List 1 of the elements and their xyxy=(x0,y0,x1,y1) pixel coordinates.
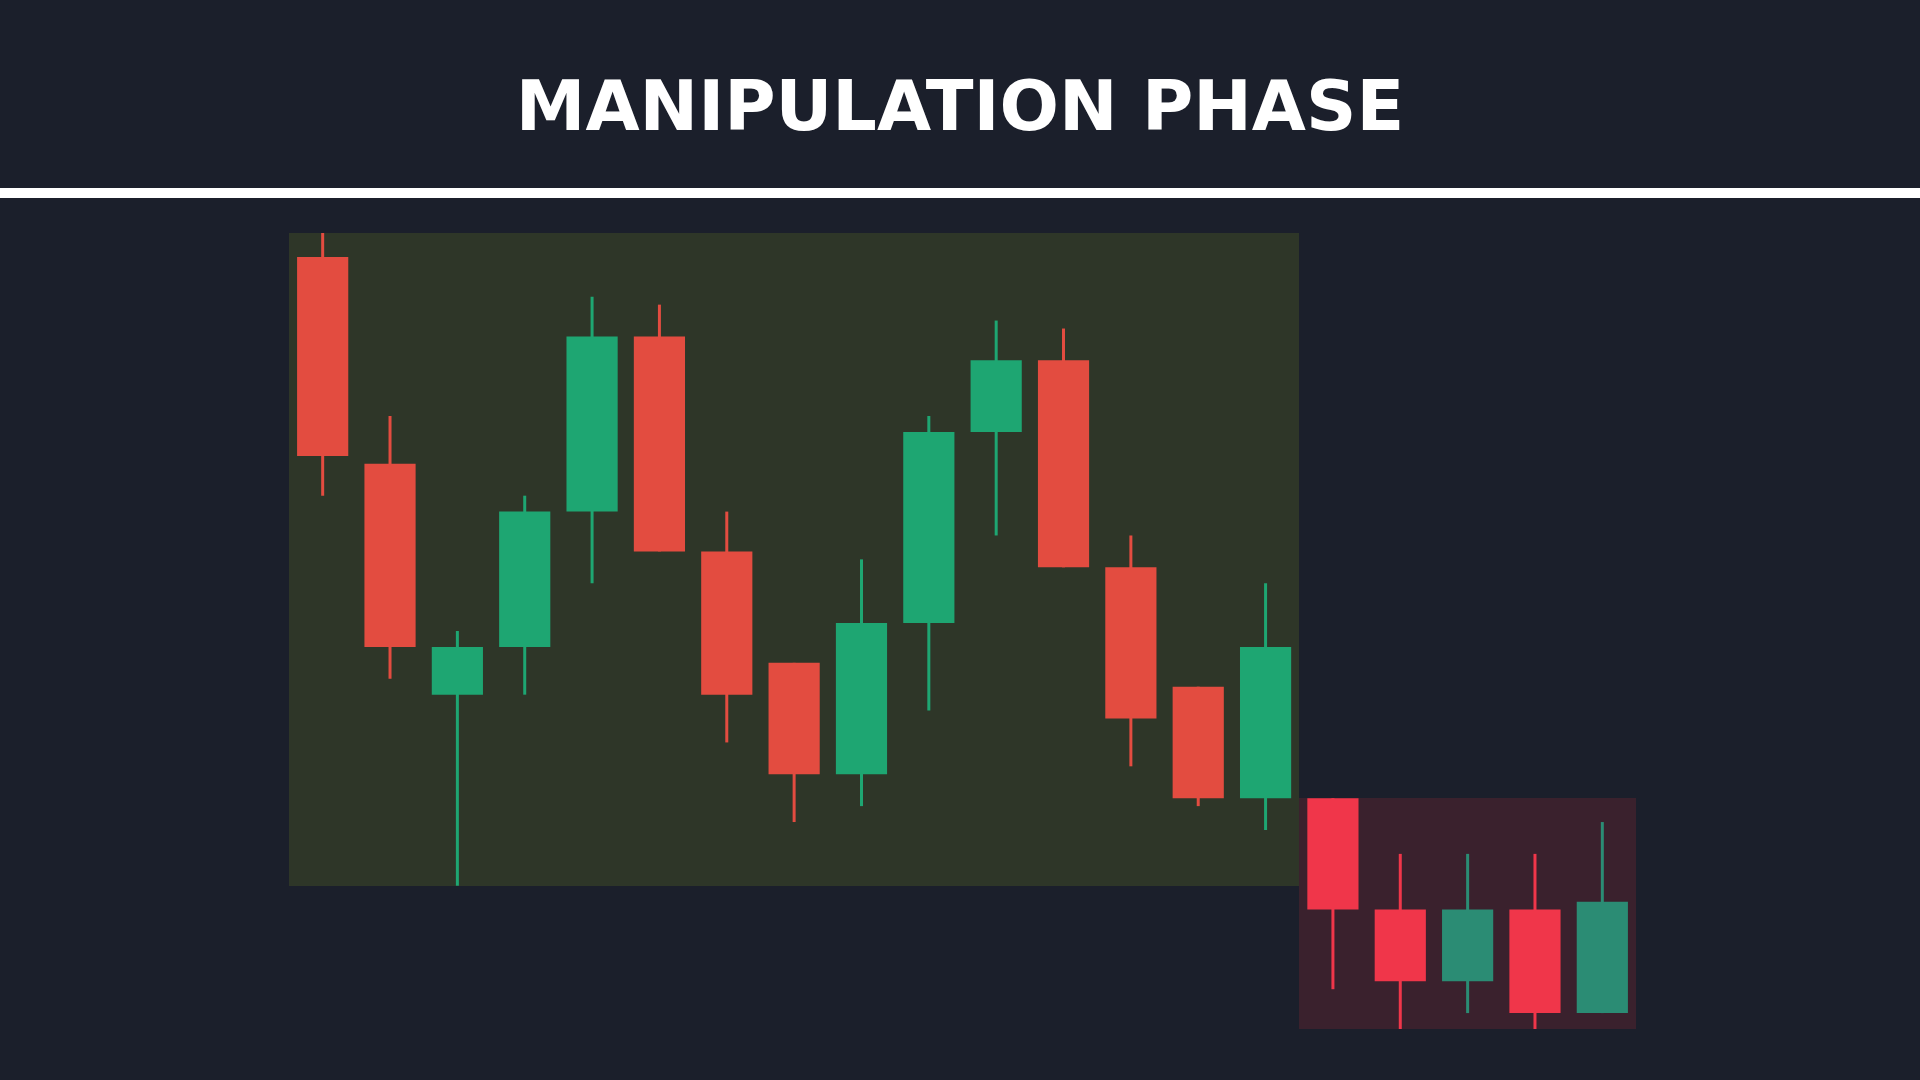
chart-title: MANIPULATION PHASE xyxy=(515,65,1405,147)
